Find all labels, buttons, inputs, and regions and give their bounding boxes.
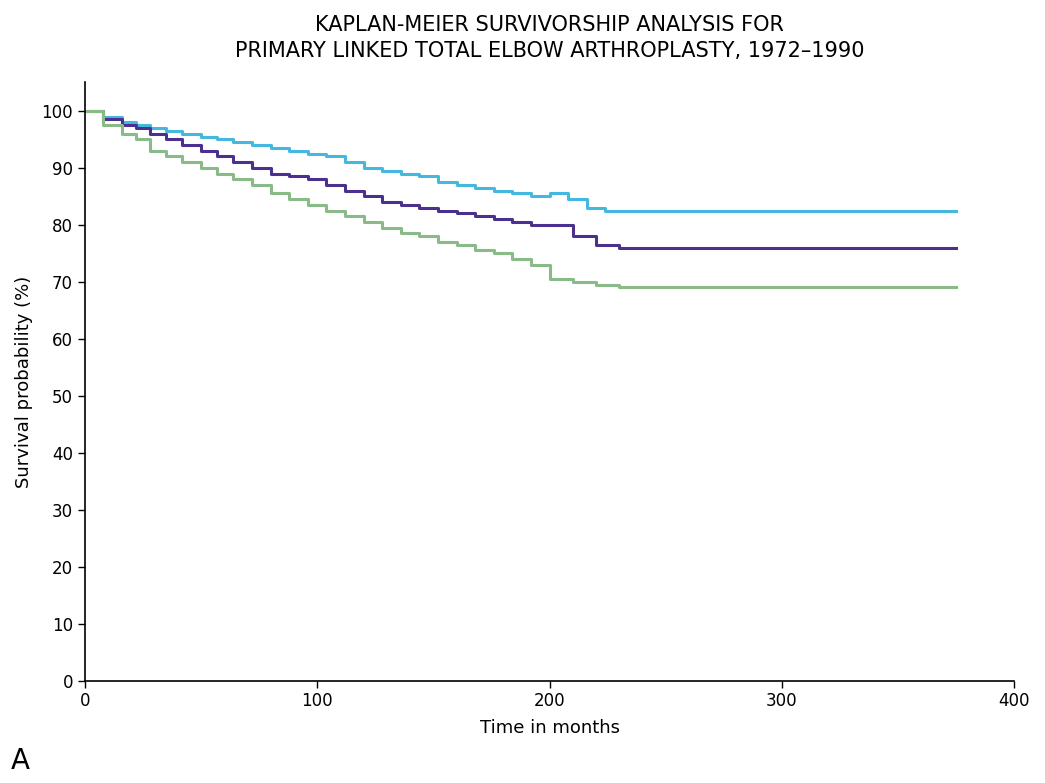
X-axis label: Time in months: Time in months: [480, 719, 620, 737]
Title: KAPLAN-MEIER SURVIVORSHIP ANALYSIS FOR
PRIMARY LINKED TOTAL ELBOW ARTHROPLASTY, : KAPLAN-MEIER SURVIVORSHIP ANALYSIS FOR P…: [235, 15, 864, 61]
Y-axis label: Survival probability (%): Survival probability (%): [15, 276, 33, 488]
Text: A: A: [10, 747, 29, 775]
